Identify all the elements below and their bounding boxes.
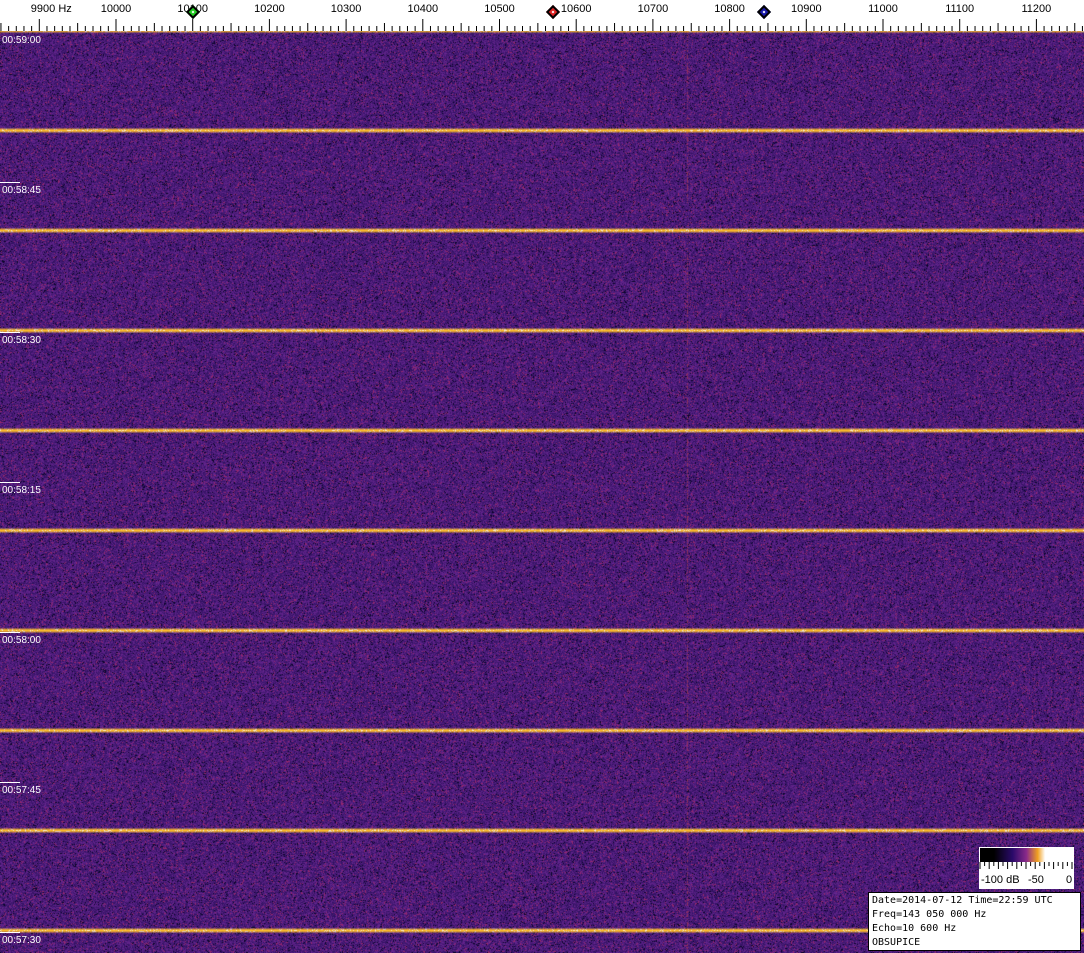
frequency-label: 10500 bbox=[484, 3, 515, 15]
time-label: 00:59:00 bbox=[2, 35, 41, 46]
frequency-label: 10800 bbox=[714, 3, 745, 15]
time-mark bbox=[0, 482, 20, 483]
color-label-min: -100 dB bbox=[981, 874, 1020, 886]
frequency-ticks bbox=[0, 19, 1083, 31]
waterfall-display[interactable] bbox=[0, 31, 1084, 953]
color-scale: -100 dB -50 0 bbox=[979, 847, 1074, 889]
time-label: 00:58:15 bbox=[2, 485, 41, 496]
time-mark bbox=[0, 782, 20, 783]
info-echo: Echo=10 600 Hz bbox=[872, 923, 957, 934]
time-label: 00:58:00 bbox=[2, 635, 41, 646]
frequency-label: 10600 bbox=[560, 3, 592, 15]
time-mark bbox=[0, 182, 20, 183]
frequency-axis: 9900 Hz100001010010200103001040010500106… bbox=[0, 0, 1084, 31]
frequency-label: 10200 bbox=[254, 3, 285, 15]
color-scale-ticks bbox=[979, 862, 1073, 869]
time-label: 00:57:30 bbox=[2, 935, 41, 946]
frequency-label: 11100 bbox=[945, 3, 975, 15]
time-mark bbox=[0, 332, 20, 333]
info-frequency: Freq=143 050 000 Hz bbox=[872, 909, 987, 920]
info-station: OBSUPICE bbox=[872, 937, 921, 948]
frequency-label: 10700 bbox=[637, 3, 669, 15]
info-date-time: Date=2014-07-12 Time=22:59 UTC bbox=[872, 895, 1053, 906]
frequency-label: 10400 bbox=[407, 3, 439, 15]
frequency-label: 10300 bbox=[330, 3, 362, 15]
color-label-max: 0 bbox=[1066, 874, 1073, 886]
time-mark bbox=[0, 632, 20, 633]
time-label: 00:57:45 bbox=[2, 785, 41, 796]
color-label-mid: -50 bbox=[1028, 874, 1044, 886]
frequency-label: 10000 bbox=[100, 3, 132, 15]
time-mark bbox=[0, 932, 20, 933]
frequency-label: 11200 bbox=[1021, 3, 1052, 15]
frequency-label: 10900 bbox=[791, 3, 822, 15]
time-label: 00:58:30 bbox=[2, 335, 41, 346]
frequency-label: 9900 Hz bbox=[30, 3, 72, 15]
color-gradient bbox=[980, 848, 1073, 862]
time-label: 00:58:45 bbox=[2, 185, 41, 196]
frequency-label: 11000 bbox=[868, 3, 898, 15]
info-box: Date=2014-07-12 Time=22:59 UTC Freq=143 … bbox=[868, 892, 1081, 951]
